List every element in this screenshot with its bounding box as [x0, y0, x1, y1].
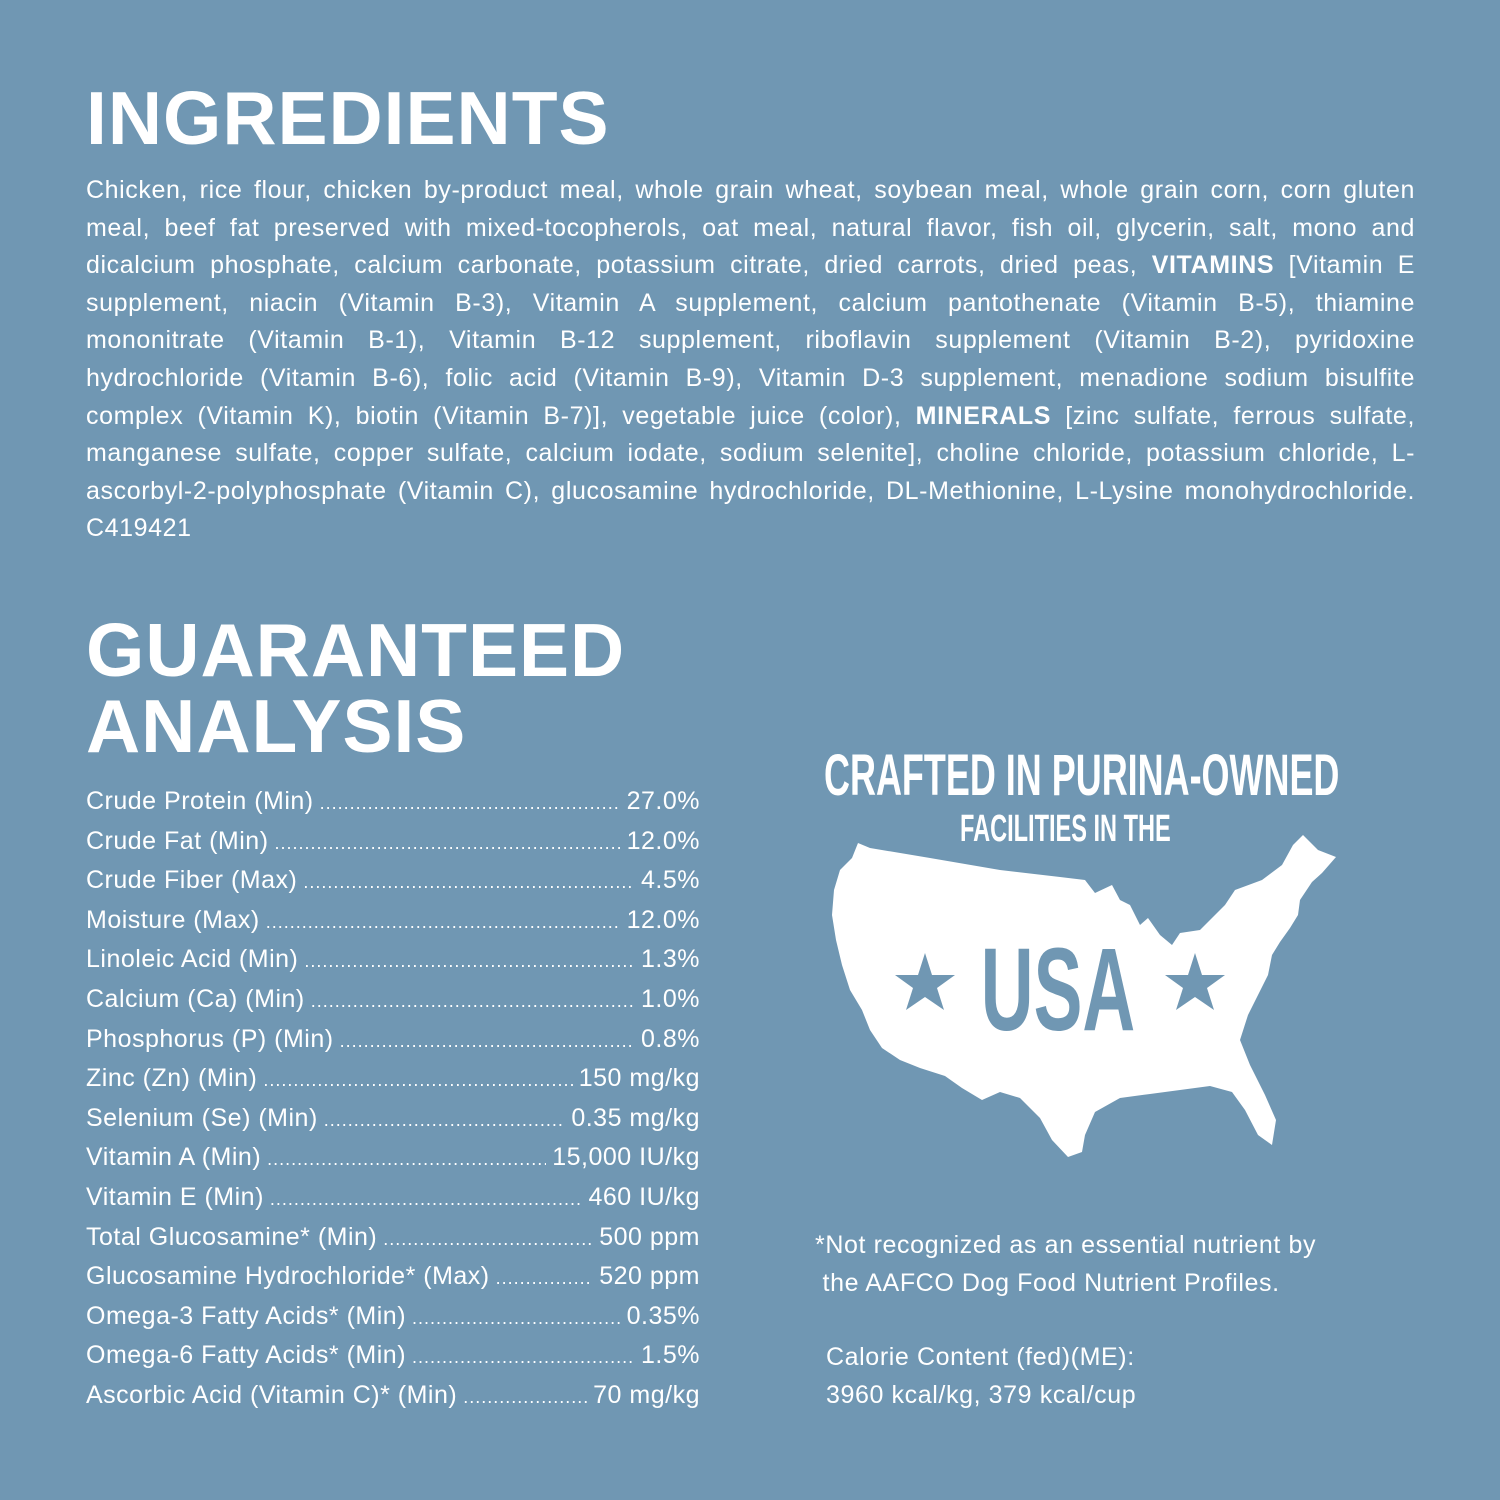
- minerals-label: MINERALS: [915, 401, 1052, 430]
- nutrient-value: 15,000 IU/kg: [552, 1143, 700, 1172]
- analysis-row: Calcium (Ca) (Min) 1.0%: [86, 980, 700, 1020]
- star-icon: [895, 953, 955, 1010]
- ingredients-text-part: [zinc sulfate, ferrous sulfate, manganes…: [86, 401, 1415, 505]
- nutrient-label: Crude Fat (Min): [86, 826, 269, 855]
- analysis-row: Zinc (Zn) (Min) 150 mg/kg: [86, 1059, 700, 1099]
- nutrient-label: Zinc (Zn) (Min): [86, 1064, 258, 1093]
- nutrient-label: Glucosamine Hydrochloride* (Max): [86, 1262, 490, 1291]
- vitamins-label: VITAMINS: [1151, 251, 1275, 280]
- star-icon: [1165, 953, 1225, 1010]
- analysis-row: Selenium (Se) (Min) 0.35 mg/kg: [86, 1099, 700, 1139]
- analysis-row: Phosphorus (P) (Min) 0.8%: [86, 1020, 700, 1060]
- calorie-label: Calorie Content (fed)(ME):: [826, 1343, 1135, 1371]
- footnote: *Not recognized as an essential nutrient…: [815, 1227, 1316, 1302]
- nutrient-value: 1.5%: [641, 1341, 700, 1370]
- nutrient-label: Phosphorus (P) (Min): [86, 1024, 334, 1053]
- nutrient-label: Selenium (Se) (Min): [86, 1103, 318, 1132]
- nutrient-value: 70 mg/kg: [593, 1380, 700, 1409]
- nutrient-value: 4.5%: [641, 866, 700, 895]
- product-code: C419421: [86, 514, 192, 543]
- nutrient-label: Crude Protein (Min): [86, 787, 314, 815]
- ingredients-text-part: Chicken, rice flour, chicken by-product …: [86, 176, 1415, 280]
- analysis-title-line: GUARANTEED: [86, 608, 626, 692]
- analysis-row: Omega-3 Fatty Acids* (Min) 0.35%: [86, 1297, 700, 1337]
- analysis-row: Total Glucosamine* (Min) 500 ppm: [86, 1218, 700, 1258]
- nutrient-value: 12.0%: [626, 826, 700, 855]
- nutrient-value: 1.3%: [641, 945, 700, 974]
- nutrient-value: 500 ppm: [599, 1222, 700, 1251]
- footnote-line: *Not recognized as an essential nutrient…: [815, 1231, 1317, 1259]
- badge-line1: CRAFTED IN PURINA-OWNED: [824, 743, 1340, 808]
- usa-label: USA: [981, 923, 1135, 1055]
- nutrient-value: 27.0%: [626, 787, 700, 815]
- nutrient-label: Omega-6 Fatty Acids* (Min): [86, 1341, 407, 1370]
- nutrient-value: 460 IU/kg: [588, 1182, 700, 1211]
- nutrient-value: 0.35 mg/kg: [571, 1103, 700, 1132]
- nutrient-label: Total Glucosamine* (Min): [86, 1222, 378, 1251]
- ingredients-text: Chicken, rice flour, chicken by-product …: [86, 172, 1415, 548]
- nutrient-value: 0.8%: [641, 1024, 700, 1053]
- nutrient-label: Vitamin E (Min): [86, 1182, 264, 1211]
- analysis-row: Vitamin E (Min) 460 IU/kg: [86, 1178, 700, 1218]
- nutrient-label: Ascorbic Acid (Vitamin C)* (Min): [86, 1380, 458, 1409]
- analysis-table: Crude Protein (Min) 27.0% Crude Fat (Min) 1…: [86, 782, 700, 1416]
- analysis-title: GUARANTEED ANALYSIS: [86, 612, 625, 764]
- nutrient-label: Calcium (Ca) (Min): [86, 984, 305, 1013]
- nutrient-label: Vitamin A (Min): [86, 1143, 262, 1172]
- analysis-row: Glucosamine Hydrochloride* (Max) 520 ppm: [86, 1257, 700, 1297]
- footnote-line: the AAFCO Dog Food Nutrient Profiles.: [822, 1268, 1280, 1297]
- nutrient-value: 520 ppm: [599, 1262, 700, 1291]
- analysis-row: Linoleic Acid (Min) 1.3%: [86, 940, 700, 980]
- ingredients-title: INGREDIENTS: [86, 76, 610, 160]
- nutrient-value: 150 mg/kg: [578, 1064, 700, 1093]
- analysis-row: Crude Fat (Min) 12.0%: [86, 822, 700, 862]
- analysis-row: Omega-6 Fatty Acids* (Min) 1.5%: [86, 1336, 700, 1376]
- nutrient-label: Moisture (Max): [86, 905, 260, 934]
- calorie-value: 3960 kcal/kg, 379 kcal/cup: [826, 1380, 1137, 1409]
- analysis-row: Crude Fiber (Max) 4.5%: [86, 861, 700, 901]
- analysis-row: Crude Protein (Min) 27.0%: [86, 782, 700, 822]
- calorie-content: Calorie Content (fed)(ME): 3960 kcal/kg, …: [826, 1339, 1136, 1414]
- analysis-row: Moisture (Max) 12.0%: [86, 901, 700, 941]
- analysis-row: Ascorbic Acid (Vitamin C)* (Min) 70 mg/kg: [86, 1376, 700, 1416]
- nutrient-label: Crude Fiber (Max): [86, 866, 298, 895]
- nutrient-value: 1.0%: [641, 984, 700, 1013]
- badge-line2: FACILITIES IN THE: [960, 808, 1171, 850]
- ingredients-text-part: [Vitamin E supplement, niacin (Vitamin B…: [86, 251, 1415, 430]
- analysis-row: Vitamin A (Min) 15,000 IU/kg: [86, 1138, 700, 1178]
- nutrient-value: 0.35%: [626, 1301, 700, 1330]
- nutrient-value: 12.0%: [626, 905, 700, 934]
- nutrient-label: Linoleic Acid (Min): [86, 945, 299, 974]
- analysis-title-line: ANALYSIS: [86, 684, 467, 768]
- nutrient-label: Omega-3 Fatty Acids* (Min): [86, 1301, 407, 1330]
- usa-map-shape: [832, 835, 1336, 1157]
